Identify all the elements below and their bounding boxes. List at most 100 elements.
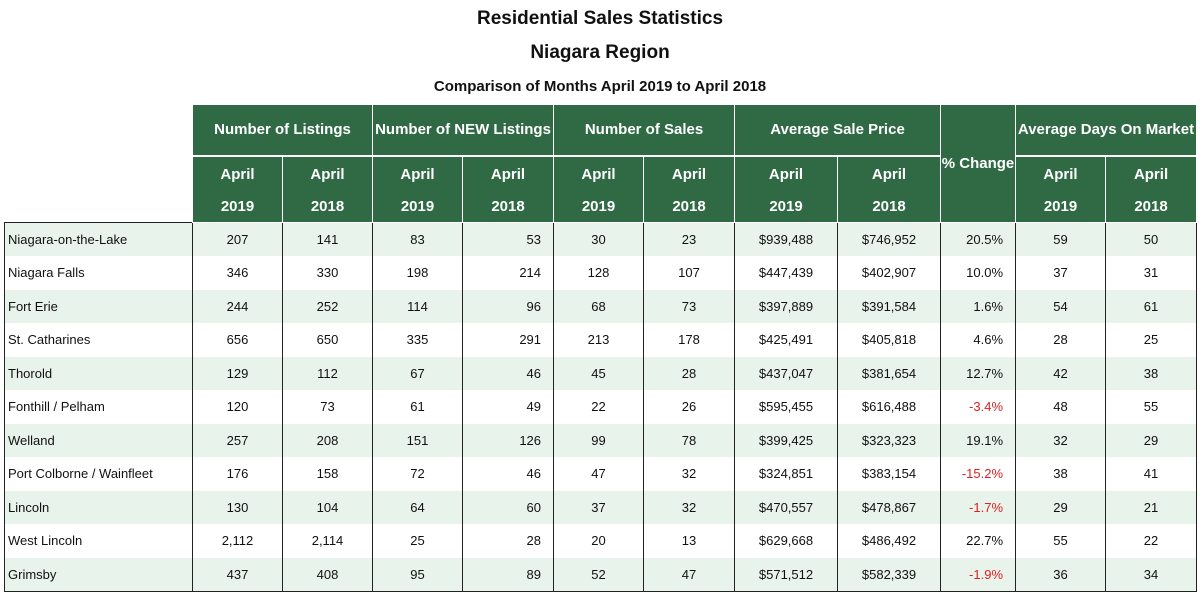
days-on-market-2018: 38 [1105,356,1198,390]
days-on-market-2018: 50 [1105,222,1198,256]
days-on-market-2019: 37 [1015,256,1107,290]
municipality-name: Niagara-on-the-Lake [4,222,193,256]
table-row: Fonthill / Pelham 120 73 61 49 22 26 $59… [4,390,1198,424]
header-number-of-sales: Number of Sales [553,104,736,157]
listings-2018: 208 [281,423,374,457]
days-on-market-2019: 36 [1015,557,1107,592]
sales-2018: 73 [643,289,736,323]
avg-price-2018: $383,154 [837,457,942,491]
days-on-market-2019: 32 [1015,423,1107,457]
subheader-new-listings-2019: April 2019 [372,155,464,223]
report-title: Residential Sales Statistics [476,8,724,29]
subheader-listings-2018: April 2018 [281,155,374,223]
header-average-days-on-market: Average Days On Market [1015,104,1198,157]
sales-2019: 52 [553,557,645,592]
listings-2018: 2,114 [281,524,374,558]
listings-2019: 2,112 [192,524,283,558]
sales-2019: 45 [553,356,645,390]
subheader-sales-2019: April 2019 [553,155,645,223]
listings-2019: 257 [192,423,283,457]
new-listings-2018: 53 [462,222,555,256]
days-on-market-2018: 55 [1105,390,1198,424]
new-listings-2019: 25 [372,524,464,558]
listings-2018: 408 [281,557,374,592]
days-on-market-2019: 55 [1015,524,1107,558]
avg-price-2019: $447,439 [734,256,839,290]
sales-2018: 32 [643,490,736,524]
listings-2019: 346 [192,256,283,290]
new-listings-2018: 214 [462,256,555,290]
avg-price-2019: $399,425 [734,423,839,457]
municipality-name: Fort Erie [4,289,193,323]
sales-2019: 20 [553,524,645,558]
percent-change: -15.2% [940,457,1017,491]
listings-2019: 176 [192,457,283,491]
days-on-market-2019: 29 [1015,490,1107,524]
percent-change: 20.5% [940,222,1017,256]
avg-price-2019: $571,512 [734,557,839,592]
listings-2018: 104 [281,490,374,524]
listings-2019: 437 [192,557,283,592]
municipality-name: Welland [4,423,193,457]
sales-2019: 68 [553,289,645,323]
avg-price-2019: $629,668 [734,524,839,558]
header-percent-change: % Change [940,104,1017,223]
municipality-name: Lincoln [4,490,193,524]
listings-2019: 120 [192,390,283,424]
subheader-dom-2019: April 2019 [1015,155,1107,223]
days-on-market-2018: 25 [1105,323,1198,357]
sales-statistics-table: Number of Listings Number of NEW Listing… [4,104,1198,592]
new-listings-2018: 126 [462,423,555,457]
avg-price-2018: $746,952 [837,222,942,256]
sales-2018: 107 [643,256,736,290]
percent-change: -3.4% [940,390,1017,424]
sales-2019: 22 [553,390,645,424]
avg-price-2019: $939,488 [734,222,839,256]
table-row: Niagara Falls 346 330 198 214 128 107 $4… [4,256,1198,290]
percent-change: -1.7% [940,490,1017,524]
comparison-subtitle: Comparison of Months April 2019 to April… [433,78,767,95]
table-row: Welland 257 208 151 126 99 78 $399,425 $… [4,423,1198,457]
header-number-of-listings: Number of Listings [191,104,374,157]
new-listings-2018: 49 [462,390,555,424]
listings-2018: 141 [281,222,374,256]
new-listings-2018: 46 [462,457,555,491]
sales-2019: 128 [553,256,645,290]
listings-2019: 207 [192,222,283,256]
sales-2018: 32 [643,457,736,491]
header-blank-cell [4,104,193,223]
municipality-name: St. Catharines [4,323,193,357]
municipality-name: West Lincoln [4,524,193,558]
new-listings-2019: 114 [372,289,464,323]
avg-price-2018: $323,323 [837,423,942,457]
days-on-market-2019: 54 [1015,289,1107,323]
table-row: Grimsby 437 408 95 89 52 47 $571,512 $58… [4,557,1198,592]
listings-2018: 158 [281,457,374,491]
new-listings-2018: 60 [462,490,555,524]
municipality-name: Fonthill / Pelham [4,390,193,424]
avg-price-2019: $470,557 [734,490,839,524]
sales-2018: 28 [643,356,736,390]
avg-price-2019: $397,889 [734,289,839,323]
avg-price-2019: $437,047 [734,356,839,390]
municipality-name: Port Colborne / Wainfleet [4,457,193,491]
subheader-listings-2019: April 2019 [192,155,283,223]
percent-change: -1.9% [940,557,1017,592]
subheader-sales-2018: April 2018 [643,155,736,223]
new-listings-2019: 335 [372,323,464,357]
percent-change: 22.7% [940,524,1017,558]
municipality-name: Niagara Falls [4,256,193,290]
subheader-price-2019: April 2019 [734,155,839,223]
listings-2019: 130 [192,490,283,524]
percent-change: 10.0% [940,256,1017,290]
sales-2019: 37 [553,490,645,524]
days-on-market-2018: 41 [1105,457,1198,491]
avg-price-2019: $425,491 [734,323,839,357]
days-on-market-2018: 29 [1105,423,1198,457]
avg-price-2018: $391,584 [837,289,942,323]
new-listings-2018: 291 [462,323,555,357]
sales-2019: 213 [553,323,645,357]
municipality-name: Thorold [4,356,193,390]
new-listings-2019: 64 [372,490,464,524]
sales-2018: 47 [643,557,736,592]
